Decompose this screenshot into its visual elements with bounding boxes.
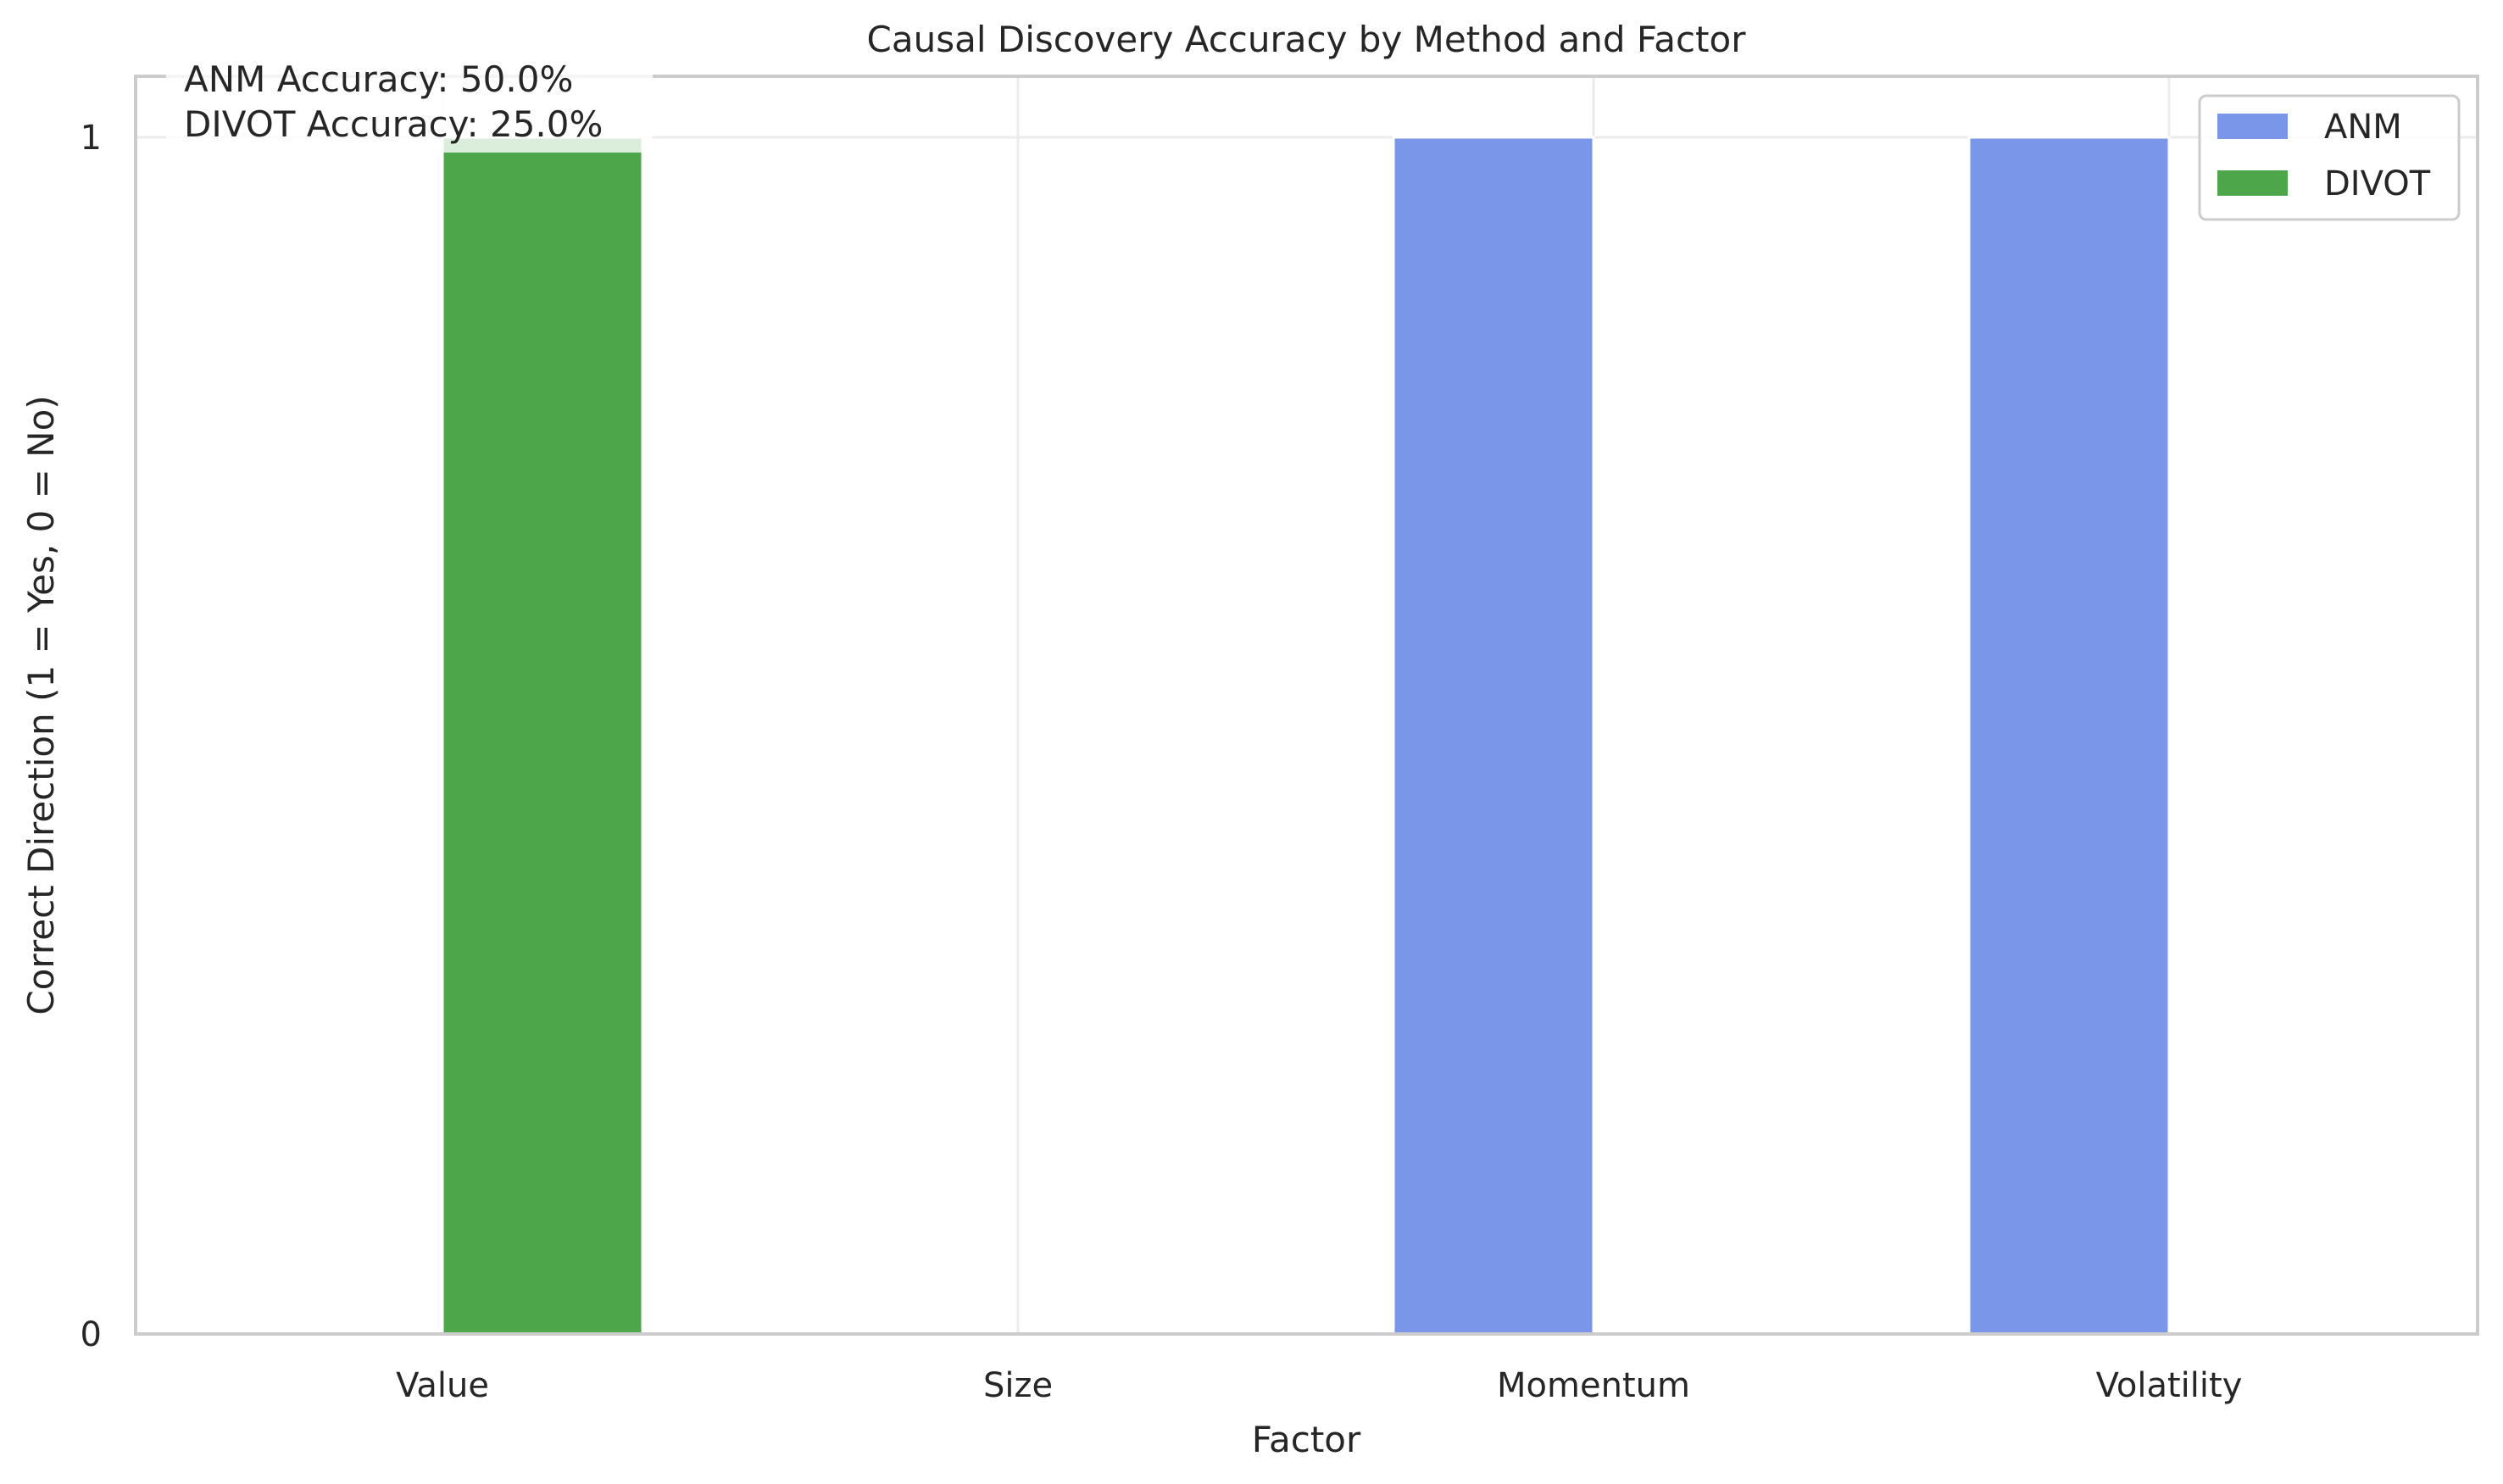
- annotation-line-divot: DIVOT Accuracy: 25.0%: [184, 103, 603, 145]
- annotation-line-anm: ANM Accuracy: 50.0%: [184, 58, 573, 100]
- chart-title: Causal Discovery Accuracy by Method and …: [867, 19, 1747, 60]
- bars: [441, 136, 2171, 1336]
- legend: ANM DIVOT: [2198, 94, 2461, 221]
- legend-label-anm: ANM: [2324, 108, 2402, 147]
- tick-labels: Value Size Momentum Volatility 0 1: [81, 119, 2243, 1405]
- bar-anm-momentum: [1392, 136, 1595, 1336]
- plot-frame: [134, 75, 2479, 1336]
- bar-anm-volatility: [1967, 136, 2171, 1336]
- legend-label-divot: DIVOT: [2324, 164, 2431, 203]
- y-tick-label: 1: [81, 119, 102, 158]
- accuracy-annotation: ANM Accuracy: 50.0% DIVOT Accuracy: 25.0…: [166, 58, 653, 153]
- bar-divot-value: [441, 136, 644, 1336]
- x-tick-label: Size: [983, 1366, 1053, 1405]
- x-axis-label: Factor: [1252, 1419, 1361, 1460]
- x-tick-label: Momentum: [1497, 1366, 1690, 1405]
- x-tick-label: Value: [396, 1366, 489, 1405]
- legend-swatch-divot: [2217, 170, 2288, 196]
- annotation-box: [166, 59, 653, 153]
- x-tick-label: Volatility: [2096, 1366, 2243, 1405]
- y-axis-label: Correct Direction (1 = Yes, 0 = No): [20, 395, 62, 1014]
- y-tick-label: 0: [81, 1315, 102, 1354]
- legend-swatch-anm: [2217, 114, 2288, 139]
